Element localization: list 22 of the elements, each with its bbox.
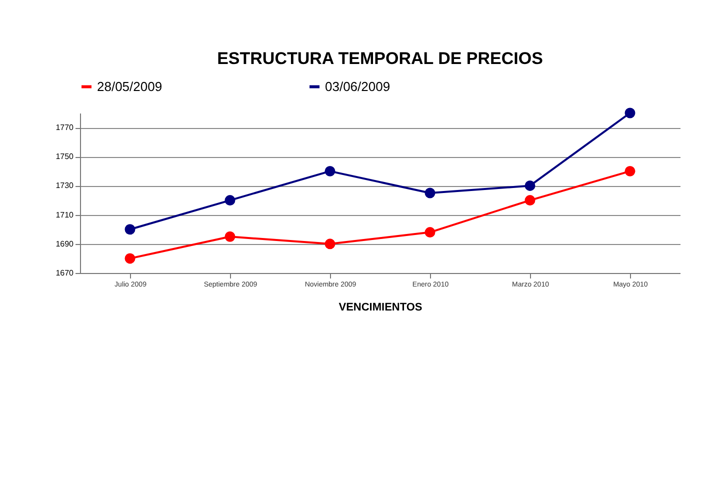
point [124, 253, 136, 264]
y-tick-label: 1770 [56, 123, 74, 132]
point [524, 195, 536, 206]
point [324, 238, 336, 250]
y-tick-label: 1710 [56, 210, 74, 220]
point [124, 224, 136, 235]
point [424, 188, 436, 198]
point [424, 227, 436, 238]
point [324, 166, 336, 176]
y-tick-label: 1690 [56, 239, 74, 248]
point [524, 180, 536, 191]
point [624, 108, 636, 118]
chart-title: ESTRUCTURA TEMPORAL DE PRECIOS [217, 49, 543, 68]
legend-label: 03/06/2009 [325, 78, 390, 94]
point [224, 231, 236, 242]
legend-label: 28/05/2009 [97, 78, 162, 94]
y-tick-label: 1730 [56, 181, 74, 190]
point [224, 195, 236, 206]
y-tick-label: 1750 [56, 152, 74, 162]
y-tick-label: 1670 [56, 268, 74, 278]
point [624, 166, 636, 176]
x-axis-title: VENCIMIENTOS [338, 302, 422, 314]
